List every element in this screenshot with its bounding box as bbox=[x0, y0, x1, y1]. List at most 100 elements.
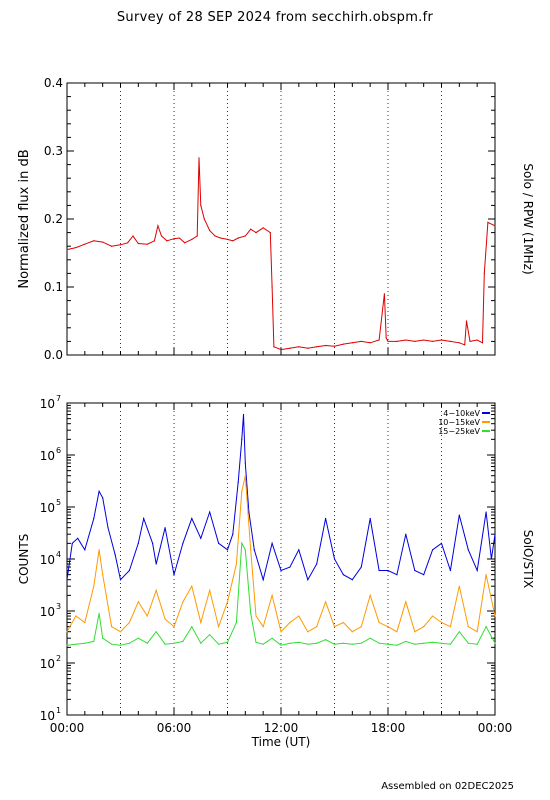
stix-data-point bbox=[271, 637, 273, 639]
stix-data-point bbox=[248, 511, 250, 513]
stix-data-point bbox=[128, 569, 131, 572]
assembled-note: Assembled on 02DEC2025 bbox=[381, 781, 514, 792]
rpw-data-point bbox=[487, 221, 489, 223]
stix-data-point bbox=[75, 643, 77, 645]
stix-data-point bbox=[423, 626, 425, 628]
stix-data-point bbox=[307, 643, 309, 645]
stix-data-point bbox=[242, 413, 245, 416]
stix-data-point bbox=[146, 615, 148, 617]
rpw-data-point bbox=[280, 348, 282, 351]
stix-ylabel: COUNTS bbox=[17, 534, 31, 585]
stix-data-point bbox=[200, 621, 202, 624]
rpw-data-point bbox=[494, 225, 496, 227]
stix-data-point bbox=[280, 631, 282, 633]
stix-data-point bbox=[173, 574, 175, 576]
stix-data-point bbox=[226, 549, 229, 551]
stix-data-point bbox=[119, 631, 122, 633]
rpw-data-point bbox=[226, 238, 229, 240]
stix-data-point bbox=[262, 643, 264, 645]
stix-series-line bbox=[66, 475, 496, 633]
rpw-data-point bbox=[464, 344, 466, 346]
stix-data-point bbox=[84, 642, 86, 644]
stix-data-point bbox=[467, 626, 469, 628]
stix-data-point bbox=[107, 527, 109, 529]
stix-data-point bbox=[209, 634, 211, 636]
stix-data-point bbox=[369, 637, 371, 639]
stix-xtick-label: 18:00 bbox=[371, 721, 406, 735]
rpw-data-point bbox=[191, 238, 193, 240]
stix-data-point bbox=[405, 640, 407, 643]
rpw-data-point bbox=[333, 345, 336, 347]
stix-data-point bbox=[164, 643, 166, 645]
rpw-data-point bbox=[316, 346, 318, 348]
stix-data-point bbox=[458, 514, 460, 516]
rpw-data-point bbox=[431, 340, 434, 342]
rpw-data-point bbox=[269, 232, 271, 234]
stix-data-point bbox=[71, 542, 73, 544]
rpw-data-point bbox=[203, 218, 205, 220]
rpw-data-point bbox=[273, 346, 275, 348]
stix-data-point bbox=[93, 585, 95, 587]
stix-data-point bbox=[298, 615, 300, 617]
stix-data-point bbox=[431, 549, 434, 551]
rpw-data-point bbox=[93, 240, 95, 242]
stix-data-point bbox=[182, 640, 184, 643]
rpw-data-point bbox=[324, 344, 327, 347]
stix-data-point bbox=[271, 542, 273, 544]
stix-data-point bbox=[289, 621, 291, 624]
rpw-ytick-label: 0.0 bbox=[44, 348, 63, 362]
stix-data-point bbox=[387, 643, 389, 645]
stix-ytick-exponent: 7 bbox=[56, 394, 61, 403]
rpw-data-point bbox=[173, 238, 175, 240]
stix-data-point bbox=[209, 589, 211, 591]
stix-ytick-label: 10 bbox=[40, 605, 55, 619]
stix-data-point bbox=[298, 641, 300, 643]
stix-data-point bbox=[217, 626, 220, 628]
stix-data-point bbox=[476, 569, 478, 572]
stix-data-point bbox=[217, 542, 220, 544]
stix-series-line bbox=[66, 541, 496, 646]
rpw-data-point bbox=[119, 244, 122, 246]
rpw-data-point bbox=[110, 245, 113, 247]
rpw-ytick-label: 0.1 bbox=[44, 280, 63, 294]
rpw-data-point bbox=[369, 342, 371, 344]
stix-data-point bbox=[241, 438, 243, 440]
stix-data-point bbox=[476, 643, 478, 645]
stix-data-point bbox=[289, 566, 291, 568]
stix-data-point bbox=[333, 558, 336, 560]
stix-data-point bbox=[164, 618, 166, 620]
stix-data-point bbox=[307, 579, 309, 581]
stix-data-point bbox=[333, 626, 336, 628]
rpw-instrument-label: Solo / RPW (1MHz) bbox=[521, 163, 535, 274]
stix-data-point bbox=[77, 537, 79, 539]
rpw-data-point bbox=[160, 235, 163, 237]
stix-data-point bbox=[414, 569, 416, 572]
rpw-data-point bbox=[396, 340, 398, 342]
rpw-data-point bbox=[200, 204, 202, 206]
stix-data-point bbox=[280, 569, 282, 572]
stix-ytick-label: 10 bbox=[40, 709, 55, 723]
rpw-data-point bbox=[198, 157, 200, 159]
rpw-data-point bbox=[440, 339, 443, 341]
legend-label: 10−15keV bbox=[438, 418, 480, 427]
rpw-data-point bbox=[255, 232, 257, 234]
stix-data-point bbox=[490, 558, 493, 560]
stix-data-point bbox=[280, 644, 282, 646]
stix-data-point bbox=[93, 517, 95, 520]
rpw-series-line bbox=[66, 157, 496, 351]
stix-data-point bbox=[128, 642, 131, 644]
stix-data-point bbox=[155, 589, 157, 591]
rpw-data-point bbox=[298, 346, 300, 348]
stix-data-point bbox=[226, 641, 229, 643]
stix-data-point bbox=[173, 642, 175, 644]
stix-data-point bbox=[360, 642, 362, 644]
stix-data-point bbox=[449, 643, 452, 645]
stix-data-point bbox=[244, 549, 246, 551]
stix-data-point bbox=[128, 621, 131, 624]
stix-data-point bbox=[250, 612, 252, 614]
stix-ytick-label: 10 bbox=[40, 397, 55, 411]
stix-data-point bbox=[378, 569, 380, 572]
stix-data-point bbox=[449, 626, 452, 628]
stix-data-point bbox=[110, 626, 113, 628]
